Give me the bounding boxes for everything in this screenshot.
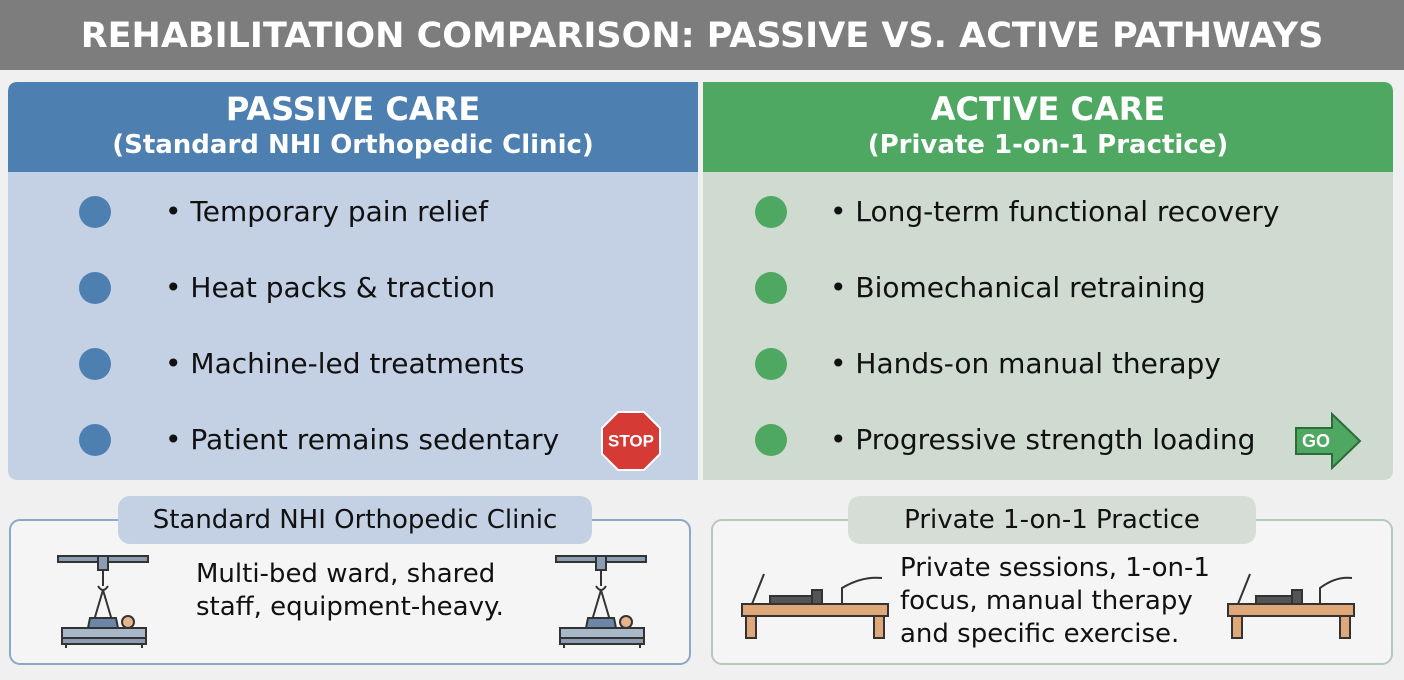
panel-subheading: (Standard NHI Orthopedic Clinic)	[112, 130, 594, 160]
page-title: REHABILITATION COMPARISON: PASSIVE VS. A…	[80, 16, 1324, 56]
passive-card-label-bg	[118, 496, 592, 544]
panel-heading: PASSIVE CARE	[225, 90, 481, 128]
reformer-icon	[741, 573, 1355, 639]
list-item: • Hands-on manual therapy	[830, 347, 1221, 380]
go-badge: GO	[1302, 431, 1330, 451]
list-item: • Temporary pain relief	[165, 195, 488, 228]
card-label: Standard NHI Orthopedic Clinic	[152, 505, 558, 535]
active-card-label-bg	[848, 496, 1256, 544]
list-item: • Machine-led treatments	[165, 347, 525, 380]
card-description: Private sessions, 1-on-1 focus, manual t…	[900, 553, 1210, 649]
list-item: • Patient remains sedentary	[165, 423, 560, 456]
list-item: • Biomechanical retraining	[830, 271, 1206, 304]
panel-subheading: (Private 1-on-1 Practice)	[867, 130, 1229, 160]
card-description: Multi-bed ward, shared staff, equipment-…	[196, 559, 504, 622]
go-arrow	[1295, 411, 1362, 471]
title-bar	[0, 0, 1404, 70]
panel-heading: ACTIVE CARE	[930, 90, 1166, 128]
list-item: • Progressive strength loading	[830, 423, 1256, 456]
active-panel	[703, 82, 1393, 480]
card-label: Private 1-on-1 Practice	[904, 505, 1200, 535]
dots	[79, 196, 787, 456]
list-item: • Heat packs & traction	[165, 271, 496, 304]
traction-icon	[57, 555, 647, 648]
stop-sign	[601, 411, 661, 471]
passive-header	[8, 82, 698, 172]
active-header	[703, 82, 1393, 172]
passive-panel	[8, 82, 698, 480]
list-item: • Long-term functional recovery	[830, 195, 1280, 228]
stop-badge: STOP	[608, 431, 654, 450]
